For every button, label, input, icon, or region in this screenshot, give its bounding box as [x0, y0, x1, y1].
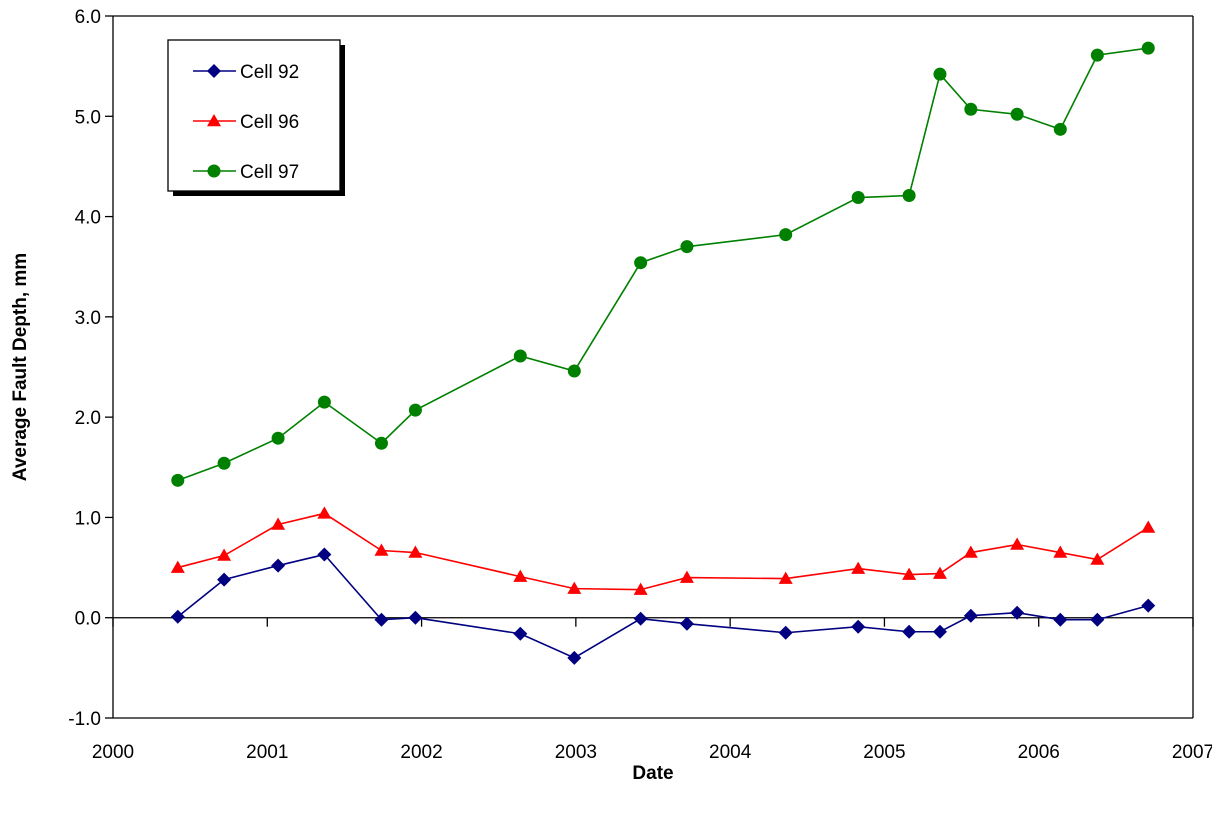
legend-item-cell-96: Cell 96	[193, 112, 299, 133]
data-point-cell-92	[633, 611, 648, 626]
data-point-cell-97	[1010, 107, 1024, 121]
data-point-cell-97	[171, 473, 185, 487]
series-layer	[170, 41, 1156, 665]
series-cell-92	[170, 547, 1156, 665]
data-point-cell-96	[633, 582, 648, 595]
data-point-cell-96	[271, 517, 286, 530]
data-point-cell-96	[374, 543, 389, 556]
data-point-cell-97	[513, 349, 527, 363]
data-point-cell-96	[1010, 537, 1025, 550]
data-point-cell-92	[567, 650, 582, 665]
data-point-cell-97	[271, 431, 285, 445]
x-tick-label: 2003	[555, 742, 597, 763]
data-point-cell-92	[1010, 605, 1025, 620]
data-point-cell-96	[679, 570, 694, 583]
data-point-cell-97	[1090, 48, 1104, 62]
legend-label-cell-96: Cell 96	[240, 112, 299, 133]
data-point-cell-92	[963, 608, 978, 623]
data-point-cell-92	[408, 610, 423, 625]
y-axis-title: Average Fault Depth, mm	[10, 253, 31, 481]
x-tick-label: 2004	[709, 742, 752, 763]
data-point-cell-96	[932, 566, 947, 579]
series-cell-96	[170, 506, 1156, 595]
legend-marker-cell-92	[207, 64, 221, 78]
data-point-cell-96	[1141, 520, 1156, 533]
series-cell-97	[171, 41, 1155, 487]
y-tick-label: 5.0	[75, 107, 101, 128]
data-point-cell-92	[1090, 612, 1105, 627]
data-point-cell-92	[170, 609, 185, 624]
x-tick-label: 2005	[863, 742, 905, 763]
data-point-cell-92	[217, 572, 232, 587]
data-point-cell-97	[1053, 122, 1067, 136]
legend-box	[167, 39, 341, 192]
data-point-cell-97	[567, 364, 581, 378]
data-point-cell-97	[680, 240, 694, 254]
legend-items: Cell 92 Cell 96 Cell 97	[193, 62, 299, 183]
data-point-cell-96	[408, 545, 423, 558]
legend-marker-cell-97	[207, 164, 221, 178]
x-tick-label: 2007	[1172, 742, 1212, 763]
data-point-cell-96	[513, 569, 528, 582]
data-point-cell-96	[902, 567, 917, 580]
data-point-cell-92	[1141, 598, 1156, 613]
data-point-cell-92	[902, 624, 917, 639]
data-point-cell-92	[851, 619, 866, 634]
data-point-cell-97	[851, 191, 865, 205]
data-point-cell-92	[932, 624, 947, 639]
x-axis-ticks: 2000 2001 2002 2003 2004 2005 2006 2007	[92, 617, 1212, 763]
data-point-cell-97	[933, 67, 947, 81]
y-axis-ticks: -1.0 0.0 1.0 2.0 3.0 4.0 5.0 6.0	[68, 7, 113, 730]
plot-area	[112, 15, 1194, 719]
legend-item-cell-97: Cell 97	[193, 162, 299, 183]
data-point-cell-92	[271, 558, 286, 573]
data-point-cell-92	[1053, 612, 1068, 627]
data-point-cell-97	[374, 436, 388, 450]
data-point-cell-97	[779, 228, 793, 242]
data-point-cell-97	[964, 102, 978, 116]
x-tick-label: 2001	[246, 742, 288, 763]
data-point-cell-97	[902, 189, 916, 203]
data-point-cell-92	[679, 616, 694, 631]
x-tick-label: 2006	[1018, 742, 1060, 763]
data-point-cell-96	[317, 506, 332, 519]
data-point-cell-96	[1090, 552, 1105, 565]
data-point-cell-92	[317, 547, 332, 562]
y-tick-label: 0.0	[75, 609, 101, 630]
y-tick-label: -1.0	[68, 709, 101, 730]
legend: Cell 92 Cell 96 Cell 97	[167, 39, 345, 196]
x-tick-label: 2000	[92, 742, 134, 763]
data-point-cell-96	[170, 560, 185, 573]
legend-marker-cell-96	[207, 114, 221, 127]
data-point-cell-97	[1141, 41, 1155, 55]
y-tick-label: 1.0	[75, 508, 101, 529]
data-point-cell-97	[317, 395, 331, 409]
data-point-cell-97	[217, 456, 231, 470]
legend-label-cell-92: Cell 92	[240, 62, 299, 83]
y-tick-label: 3.0	[75, 308, 101, 329]
data-point-cell-92	[513, 626, 528, 641]
series-line-cell-92	[177, 553, 1149, 659]
legend-item-cell-92: Cell 92	[193, 62, 299, 83]
data-point-cell-92	[778, 625, 793, 640]
data-point-cell-96	[963, 545, 978, 558]
y-tick-label: 6.0	[75, 7, 101, 28]
data-point-cell-96	[567, 581, 582, 594]
data-point-cell-92	[374, 612, 389, 627]
data-point-cell-96	[217, 548, 232, 561]
x-tick-label: 2002	[400, 742, 442, 763]
legend-label-cell-97: Cell 97	[240, 162, 299, 183]
data-point-cell-96	[1053, 545, 1068, 558]
data-point-cell-97	[408, 403, 422, 417]
y-tick-label: 2.0	[75, 408, 101, 429]
data-point-cell-96	[851, 561, 866, 574]
data-point-cell-97	[634, 256, 648, 270]
data-point-cell-96	[778, 571, 793, 584]
x-axis-title: Date	[632, 763, 673, 784]
y-tick-label: 4.0	[75, 208, 101, 229]
